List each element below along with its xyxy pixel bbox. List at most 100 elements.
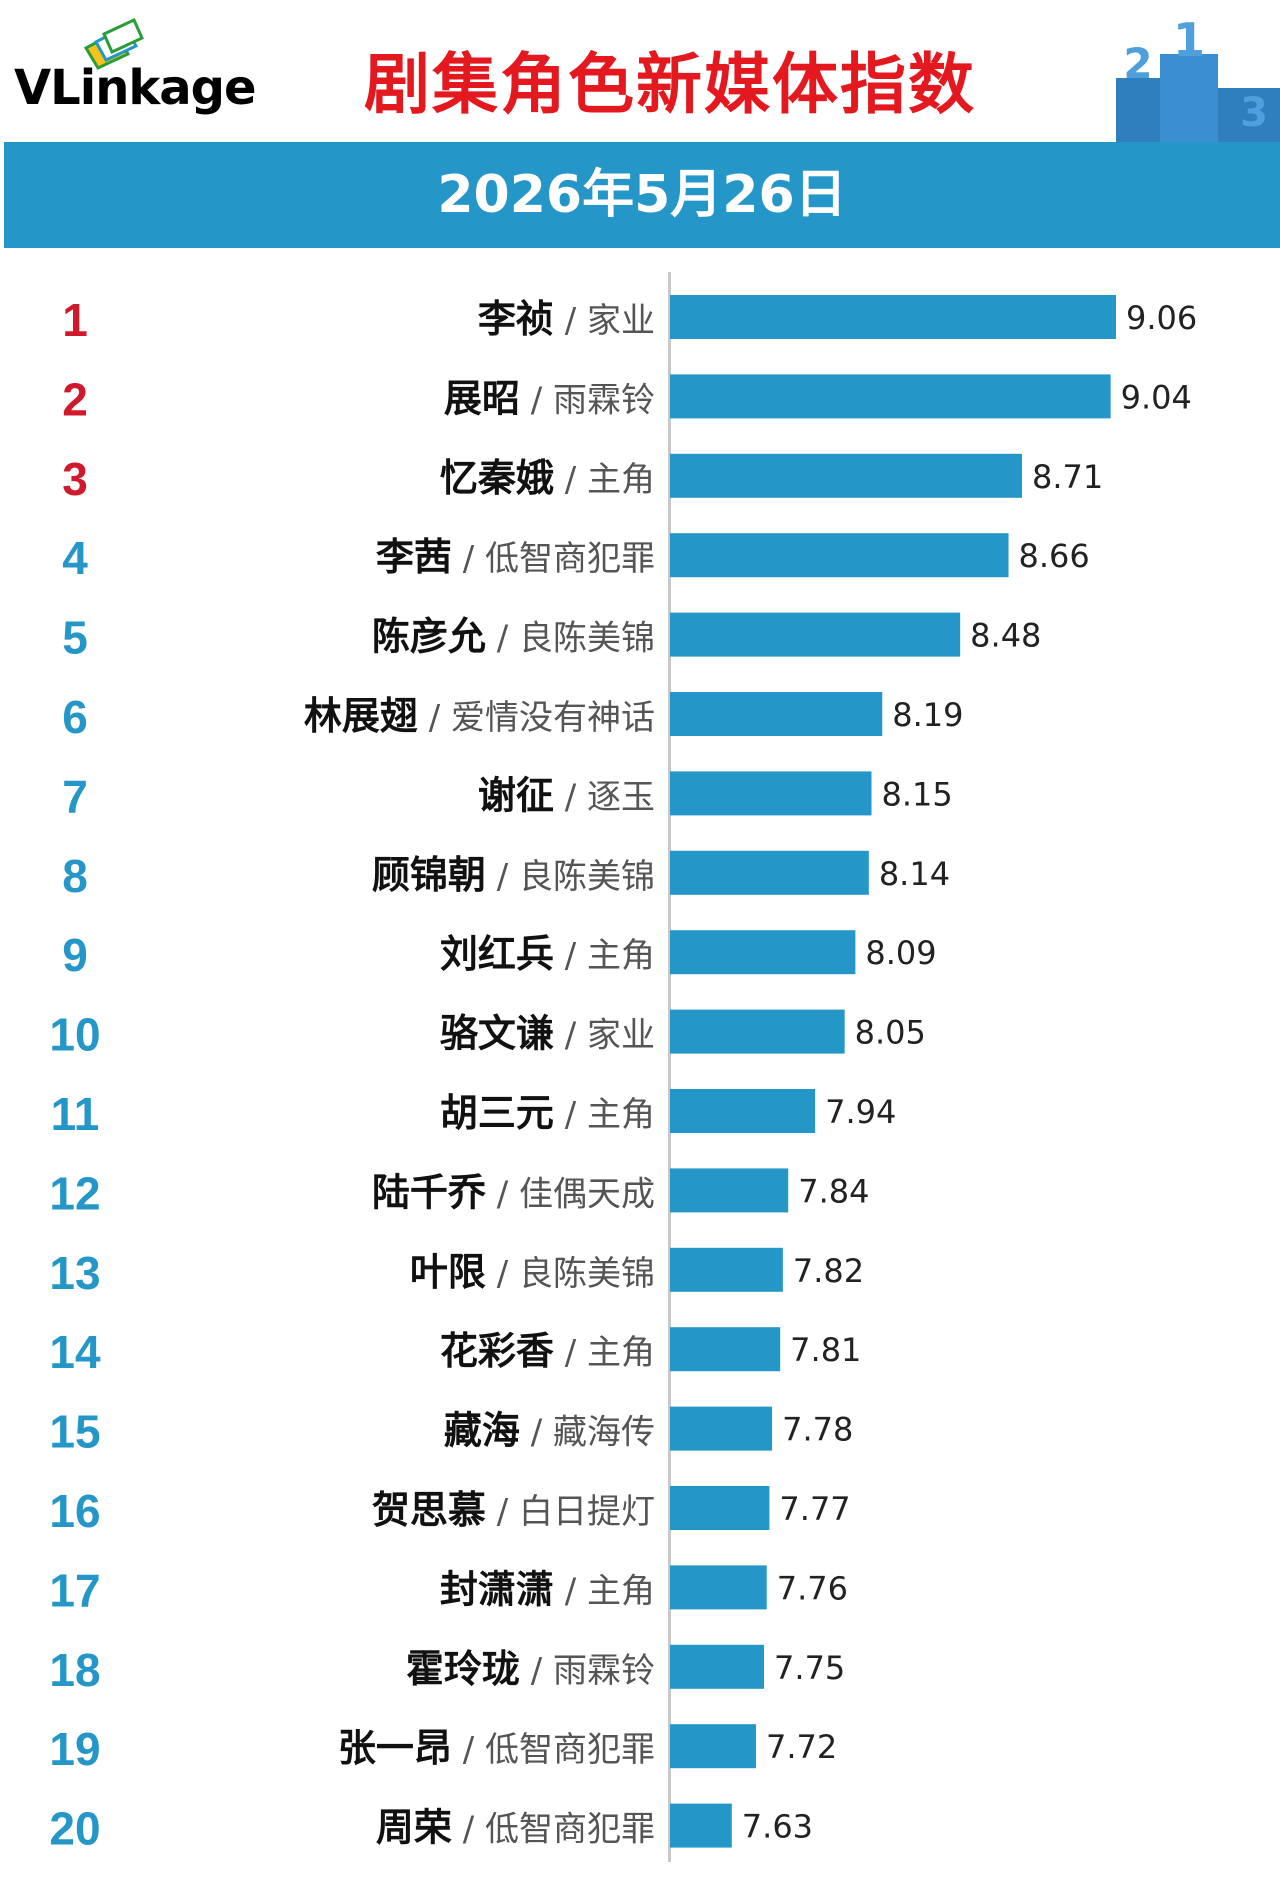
drama-name: / 家业 bbox=[554, 1016, 655, 1056]
date-label: 2026年5月26日 bbox=[437, 165, 847, 225]
character-label: 陆千乔 / 佳偶天成 bbox=[372, 1170, 655, 1214]
character-name: 花彩香 bbox=[440, 1329, 554, 1373]
rank-number: 11 bbox=[51, 1088, 100, 1140]
bar bbox=[670, 453, 1022, 498]
rank-number: 6 bbox=[62, 691, 88, 743]
value-label: 8.05 bbox=[855, 1014, 926, 1052]
character-name: 贺思慕 bbox=[372, 1488, 486, 1532]
podium-number-1: 1 bbox=[1173, 18, 1205, 67]
value-label: 8.19 bbox=[892, 696, 963, 734]
rank-number: 17 bbox=[49, 1564, 100, 1616]
character-name: 胡三元 bbox=[440, 1091, 554, 1135]
drama-name: / 雨霖铃 bbox=[520, 380, 655, 420]
rank-number: 12 bbox=[49, 1167, 100, 1219]
bar bbox=[670, 1089, 816, 1133]
character-label: 李茜 / 低智商犯罪 bbox=[376, 535, 655, 579]
value-label: 9.06 bbox=[1126, 299, 1197, 337]
character-name: 忆秦娥 bbox=[440, 456, 554, 500]
character-name: 周荣 bbox=[376, 1806, 452, 1850]
character-label: 叶限 / 良陈美锦 bbox=[410, 1250, 655, 1294]
character-label: 展昭 / 雨霖铃 bbox=[444, 376, 655, 420]
value-label: 7.76 bbox=[777, 1569, 848, 1607]
rank-number: 13 bbox=[49, 1247, 100, 1299]
drama-name: / 良陈美锦 bbox=[486, 1254, 655, 1294]
value-label: 8.66 bbox=[1019, 537, 1090, 575]
value-label: 7.75 bbox=[774, 1649, 845, 1687]
value-label: 7.81 bbox=[790, 1331, 861, 1369]
rank-number: 9 bbox=[62, 929, 88, 981]
rank-number: 15 bbox=[49, 1406, 100, 1458]
bar bbox=[670, 692, 883, 736]
character-name: 谢征 bbox=[478, 773, 554, 817]
character-label: 陈彦允 / 良陈美锦 bbox=[372, 615, 655, 659]
bar bbox=[670, 612, 961, 657]
character-name: 叶限 bbox=[410, 1250, 486, 1294]
rank-number: 2 bbox=[62, 373, 88, 425]
character-name: 陆千乔 bbox=[372, 1170, 486, 1214]
date-banner: 2026年5月26日 bbox=[4, 142, 1280, 248]
character-label: 胡三元 / 主角 bbox=[440, 1091, 655, 1135]
drama-name: / 家业 bbox=[554, 301, 655, 341]
character-label: 林展翅 / 爱情没有神话 bbox=[304, 694, 655, 738]
bar bbox=[670, 295, 1116, 339]
character-name: 骆文谦 bbox=[440, 1012, 554, 1056]
drama-name: / 低智商犯罪 bbox=[452, 1810, 655, 1850]
character-label: 藏海 / 藏海传 bbox=[444, 1409, 655, 1453]
value-label: 8.09 bbox=[865, 934, 936, 972]
bar bbox=[670, 771, 872, 816]
drama-name: / 雨霖铃 bbox=[520, 1651, 655, 1691]
character-label: 顾锦朝 / 良陈美锦 bbox=[372, 853, 655, 897]
bar bbox=[670, 1724, 756, 1769]
character-name: 展昭 bbox=[444, 376, 520, 420]
podium-icon: 2 1 3 bbox=[1116, 18, 1280, 142]
rank-number: 10 bbox=[49, 1009, 100, 1061]
value-label: 8.14 bbox=[879, 855, 950, 893]
character-label: 贺思慕 / 白日提灯 bbox=[372, 1488, 655, 1532]
value-label: 9.04 bbox=[1121, 378, 1192, 416]
rank-number: 1 bbox=[62, 294, 88, 346]
character-name: 陈彦允 bbox=[372, 615, 486, 659]
character-name: 李茜 bbox=[376, 535, 452, 579]
bar bbox=[670, 930, 856, 975]
bar bbox=[670, 1168, 789, 1213]
character-label: 张一昂 / 低智商犯罪 bbox=[338, 1726, 655, 1770]
rank-number: 16 bbox=[49, 1485, 100, 1537]
bar bbox=[670, 1644, 765, 1689]
character-label: 忆秦娥 / 主角 bbox=[440, 456, 655, 500]
value-label: 7.78 bbox=[782, 1411, 853, 1449]
character-name: 藏海 bbox=[444, 1409, 520, 1453]
logo-cards-icon bbox=[83, 18, 144, 70]
drama-name: / 主角 bbox=[554, 1333, 655, 1373]
logo-text: VLinkage bbox=[14, 60, 257, 116]
character-label: 刘红兵 / 主角 bbox=[440, 932, 655, 976]
bar bbox=[670, 1327, 781, 1372]
drama-name: / 白日提灯 bbox=[486, 1492, 655, 1532]
value-label: 7.82 bbox=[793, 1252, 864, 1290]
character-label: 周荣 / 低智商犯罪 bbox=[376, 1806, 655, 1850]
bar bbox=[670, 1565, 767, 1610]
rank-number: 4 bbox=[62, 532, 88, 584]
value-label: 8.71 bbox=[1032, 458, 1103, 496]
bar bbox=[670, 374, 1111, 419]
character-name: 顾锦朝 bbox=[372, 853, 486, 897]
ranking-chart: 1 李祯 / 家业 9.06 2 展昭 / 雨霖铃 9.04 3 忆秦娥 / 主角 8.71 4 李… bbox=[0, 272, 1280, 1872]
drama-name: / 逐玉 bbox=[554, 777, 655, 817]
bar bbox=[670, 533, 1009, 578]
bar bbox=[670, 1247, 783, 1292]
rank-number: 20 bbox=[49, 1803, 100, 1855]
drama-name: / 主角 bbox=[554, 1571, 655, 1611]
value-label: 8.48 bbox=[970, 617, 1041, 655]
character-name: 霍玲珑 bbox=[406, 1647, 520, 1691]
character-label: 霍玲珑 / 雨霖铃 bbox=[406, 1647, 655, 1691]
rank-number: 7 bbox=[62, 770, 88, 822]
drama-name: / 良陈美锦 bbox=[486, 619, 655, 659]
drama-name: / 主角 bbox=[554, 936, 655, 976]
bar bbox=[670, 1009, 845, 1054]
bar bbox=[670, 850, 869, 895]
drama-name: / 藏海传 bbox=[520, 1413, 655, 1453]
drama-name: / 佳偶天成 bbox=[486, 1174, 655, 1214]
rank-number: 18 bbox=[49, 1644, 100, 1696]
character-label: 谢征 / 逐玉 bbox=[478, 773, 655, 817]
value-label: 7.84 bbox=[798, 1172, 869, 1210]
drama-name: / 主角 bbox=[554, 1095, 655, 1135]
